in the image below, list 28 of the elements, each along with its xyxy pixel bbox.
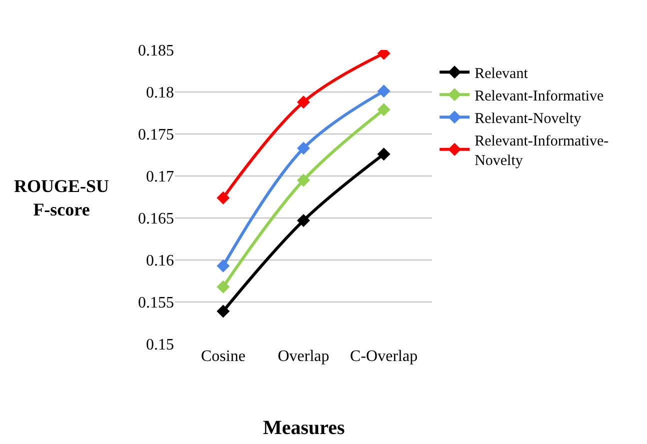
y-tick-label: 0.165 xyxy=(138,210,174,228)
point xyxy=(216,191,230,204)
y-tick-label: 0.17 xyxy=(146,168,174,186)
point xyxy=(297,96,310,109)
legend-label: Relevant-Novelty xyxy=(474,110,582,127)
x-axis-title: Measures xyxy=(263,417,346,439)
legend-label: Relevant-Informative-Novelty xyxy=(474,133,609,169)
x-tick-label: C-Overlap xyxy=(350,348,418,365)
point xyxy=(216,259,230,272)
y-axis-title: ROUGE-SU F-score xyxy=(14,176,110,220)
y-tick-label: 0.185 xyxy=(138,42,174,60)
point xyxy=(297,174,310,187)
x-tick-label: Cosine xyxy=(200,348,246,365)
y-tick-label: 0.18 xyxy=(146,84,174,102)
point xyxy=(297,142,310,155)
point xyxy=(216,280,230,294)
legend-label: Relevant xyxy=(474,66,529,82)
legend-label: Relevant-Informative xyxy=(474,88,604,104)
y-tick-label: 0.15 xyxy=(146,336,174,354)
point xyxy=(377,84,390,98)
y-tick-label: 0.16 xyxy=(146,252,174,270)
point xyxy=(216,304,230,318)
point xyxy=(377,103,390,116)
y-tick-label: 0.175 xyxy=(138,126,174,144)
point xyxy=(377,148,390,161)
x-tick-label: Overlap xyxy=(278,348,330,365)
y-tick-label: 0.155 xyxy=(138,294,174,312)
point xyxy=(297,214,310,228)
